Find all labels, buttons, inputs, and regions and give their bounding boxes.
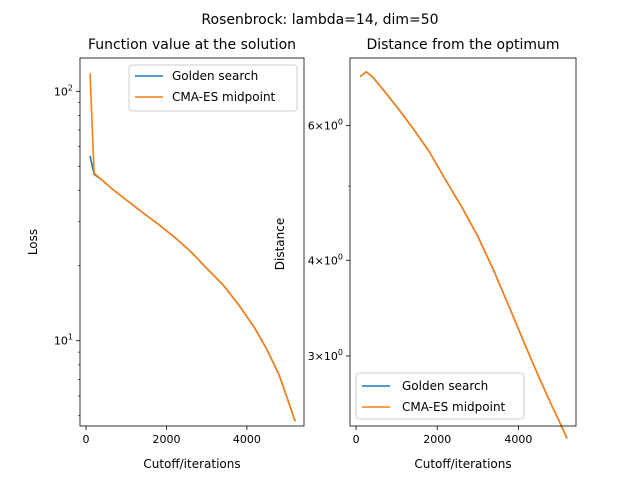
distance-plot-area [350, 58, 576, 426]
distance-y-tick-label: 6×100 [308, 117, 343, 132]
loss-legend: Golden search CMA-ES midpoint [128, 64, 298, 112]
distance-x-tick-label: 2000 [423, 433, 451, 446]
loss-y-tick-label: 102 [54, 83, 73, 98]
loss-x-tick-label: 4000 [233, 433, 261, 446]
distance-y-axis-label: Distance [273, 218, 287, 270]
distance-subplot: Distance from the optimum 0 2000 4000 3×100… [273, 37, 577, 471]
loss-y-tick-label: 101 [54, 333, 73, 348]
loss-legend-cma-label: CMA-ES midpoint [172, 90, 276, 104]
distance-legend-golden-label: Golden search [402, 379, 488, 393]
loss-x-axis-label: Cutoff/iterations [143, 457, 240, 471]
distance-y-tick-label: 3×100 [308, 348, 343, 363]
loss-legend-box [128, 64, 298, 112]
loss-y-axis-label: Loss [26, 229, 40, 255]
loss-legend-golden-label: Golden search [172, 69, 258, 83]
distance-tick-layer: 0 2000 4000 3×100 4×100 6×100 [308, 117, 533, 446]
distance-legend-box [355, 372, 525, 420]
loss-subplot-title: Function value at the solution [88, 37, 296, 53]
distance-series-cma-line [359, 71, 568, 439]
distance-x-axis-label: Cutoff/iterations [414, 457, 511, 471]
distance-axes-frame [349, 57, 577, 427]
loss-x-tick-label: 0 [83, 433, 90, 446]
loss-subplot: Function value at the solution 0 2000 4000… [26, 37, 305, 471]
distance-legend-cma-label: CMA-ES midpoint [402, 400, 506, 414]
distance-y-tick-label: 4×100 [308, 252, 343, 267]
figure-suptitle: Rosenbrock: lambda=14, dim=50 [201, 12, 438, 28]
loss-series-layer [89, 73, 296, 422]
distance-series-layer [359, 71, 568, 439]
loss-tick-layer: 0 2000 4000 101 102 [54, 83, 261, 446]
distance-legend: Golden search CMA-ES midpoint [355, 372, 525, 420]
loss-axes-frame [79, 57, 305, 427]
distance-subplot-title: Distance from the optimum [366, 37, 559, 53]
distance-x-tick-label: 4000 [504, 433, 532, 446]
loss-plot-area [80, 58, 304, 426]
loss-series-cma-line [89, 73, 296, 422]
distance-x-tick-label: 0 [353, 433, 360, 446]
loss-x-tick-label: 2000 [152, 433, 180, 446]
